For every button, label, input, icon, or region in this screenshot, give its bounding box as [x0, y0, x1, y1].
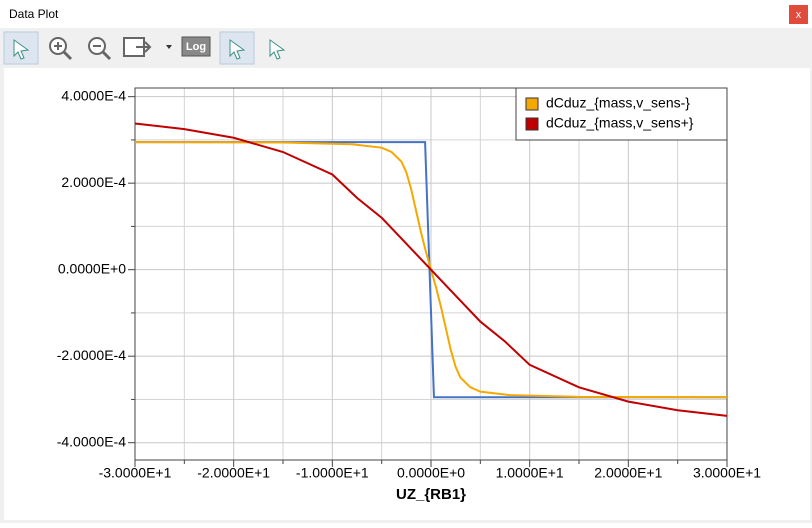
x-axis-label: UZ_{RB1} — [396, 486, 466, 503]
legend-label: dCduz_{mass,v_sens-} — [546, 95, 690, 111]
cursor-icon — [13, 39, 30, 60]
legend-label: dCduz_{mass,v_sens+} — [546, 115, 694, 131]
zoom-in-button[interactable] — [49, 37, 73, 61]
toolbar: Log — [3, 31, 286, 65]
y-tick-label: 0.0000E+0 — [58, 260, 126, 276]
x-tick-label: 1.0000E+1 — [496, 465, 564, 481]
x-tick-label: -2.0000E+1 — [197, 465, 270, 481]
legend-box — [515, 87, 728, 141]
y-tick-label: 4.0000E-4 — [61, 87, 126, 103]
x-tick-label: 3.0000E+1 — [693, 465, 761, 481]
log-button[interactable]: Log — [181, 36, 211, 57]
title-bar — [0, 0, 812, 28]
plot: -3.0000E+1 -2.0000E+1 -1.0000E+1 0.0000E+0 1… — [57, 87, 762, 503]
cursor-icon — [229, 39, 246, 60]
close-button[interactable] — [789, 5, 808, 24]
x-tick-label: 2.0000E+1 — [594, 465, 662, 481]
window-title: Data Plot — [9, 7, 59, 21]
legend-swatch — [525, 97, 539, 111]
y-tick-label: 2.0000E-4 — [61, 174, 126, 190]
x-tick-label: -3.0000E+1 — [99, 465, 172, 481]
log-label: Log — [186, 41, 206, 53]
x-tick-label: 0.0000E+0 — [397, 465, 465, 481]
close-label: x — [796, 9, 802, 21]
y-tick-label: -4.0000E-4 — [57, 433, 126, 449]
plot-border — [134, 87, 728, 461]
plot-panel — [4, 68, 810, 520]
legend-swatch — [525, 117, 539, 131]
series-line — [134, 122, 728, 417]
y-tick-label: -2.0000E-4 — [57, 347, 126, 363]
x-tick-label: -1.0000E+1 — [296, 465, 369, 481]
export-button[interactable] — [123, 37, 172, 57]
zoom-out-button[interactable] — [88, 37, 112, 61]
cursor-icon[interactable] — [269, 39, 286, 60]
